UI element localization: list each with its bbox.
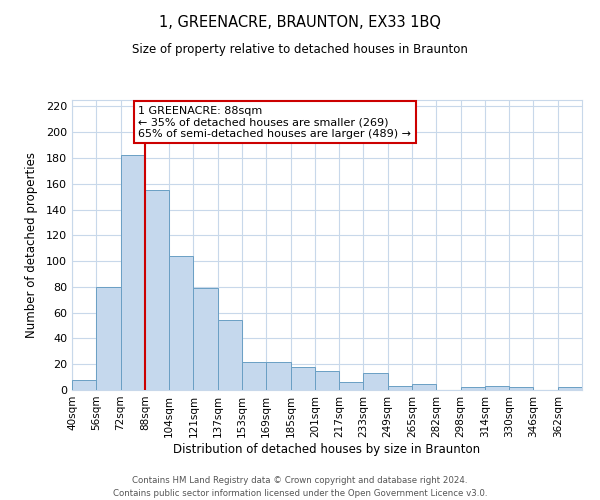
Bar: [412, 384, 436, 390]
Bar: [388, 386, 412, 390]
Bar: [242, 362, 266, 390]
Bar: [290, 367, 315, 390]
Bar: [121, 156, 145, 390]
Bar: [145, 190, 169, 390]
Bar: [339, 382, 364, 390]
X-axis label: Distribution of detached houses by size in Braunton: Distribution of detached houses by size …: [173, 442, 481, 456]
Text: 1, GREENACRE, BRAUNTON, EX33 1BQ: 1, GREENACRE, BRAUNTON, EX33 1BQ: [159, 15, 441, 30]
Text: Contains HM Land Registry data © Crown copyright and database right 2024.
Contai: Contains HM Land Registry data © Crown c…: [113, 476, 487, 498]
Bar: [218, 320, 242, 390]
Bar: [72, 380, 96, 390]
Bar: [169, 256, 193, 390]
Bar: [558, 388, 582, 390]
Bar: [96, 287, 121, 390]
Y-axis label: Number of detached properties: Number of detached properties: [25, 152, 38, 338]
Bar: [193, 288, 218, 390]
Bar: [509, 388, 533, 390]
Bar: [364, 373, 388, 390]
Bar: [485, 386, 509, 390]
Bar: [315, 370, 339, 390]
Bar: [461, 388, 485, 390]
Text: 1 GREENACRE: 88sqm
← 35% of detached houses are smaller (269)
65% of semi-detach: 1 GREENACRE: 88sqm ← 35% of detached hou…: [139, 106, 412, 139]
Text: Size of property relative to detached houses in Braunton: Size of property relative to detached ho…: [132, 42, 468, 56]
Bar: [266, 362, 290, 390]
